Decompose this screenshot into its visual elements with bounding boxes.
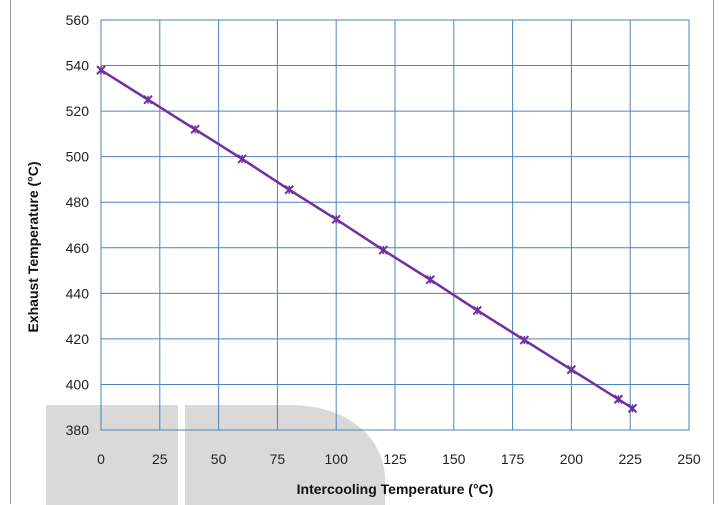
data-point-marker bbox=[425, 274, 435, 285]
data-point-marker bbox=[331, 214, 341, 225]
x-tick-label: 200 bbox=[560, 451, 584, 467]
x-tick-label: 150 bbox=[442, 451, 466, 467]
x-tick-label: 50 bbox=[211, 451, 227, 467]
x-tick-label: 125 bbox=[383, 451, 407, 467]
x-tick-label: 250 bbox=[677, 451, 701, 467]
y-tick-label: 480 bbox=[66, 194, 90, 210]
data-point-marker bbox=[566, 364, 577, 375]
data-point-marker bbox=[613, 394, 624, 404]
y-tick-label: 440 bbox=[66, 285, 90, 301]
y-axis: 380 400 420 440 460 480 500 520 540 560 bbox=[66, 12, 90, 438]
series-layer bbox=[96, 65, 638, 414]
data-point-marker bbox=[519, 335, 530, 345]
plot-area bbox=[100, 19, 690, 431]
data-point-marker bbox=[627, 403, 638, 414]
data-point-marker bbox=[378, 245, 388, 255]
y-tick-label: 380 bbox=[66, 422, 90, 438]
y-tick-label: 520 bbox=[66, 103, 90, 119]
data-point-marker bbox=[472, 305, 483, 316]
data-point-marker bbox=[284, 184, 294, 195]
data-point-marker bbox=[143, 95, 153, 105]
data-point-marker bbox=[190, 124, 200, 135]
y-tick-label: 560 bbox=[66, 12, 90, 28]
y-tick-label: 420 bbox=[66, 331, 90, 347]
watermark-shape-left bbox=[46, 405, 178, 505]
y-tick-label: 400 bbox=[66, 376, 90, 392]
x-axis: 0 25 50 75 100 125 150 175 200 225 250 bbox=[97, 451, 701, 467]
chart-frame bbox=[10, 0, 714, 504]
x-tick-label: 175 bbox=[501, 451, 525, 467]
grid bbox=[100, 19, 690, 431]
x-axis-title: Intercooling Temperature (°C) bbox=[297, 481, 494, 497]
data-point-marker bbox=[237, 154, 247, 164]
x-tick-label: 0 bbox=[97, 451, 105, 467]
x-tick-label: 100 bbox=[325, 451, 349, 467]
data-point-marker bbox=[96, 65, 106, 75]
series-line bbox=[100, 69, 634, 410]
x-tick-label: 25 bbox=[152, 451, 168, 467]
y-tick-label: 540 bbox=[66, 58, 90, 74]
x-tick-label: 75 bbox=[270, 451, 286, 467]
x-tick-label: 225 bbox=[619, 451, 643, 467]
y-tick-label: 500 bbox=[66, 149, 90, 165]
y-tick-label: 460 bbox=[66, 240, 90, 256]
y-axis-title: Exhaust Temperature (°C) bbox=[25, 161, 41, 332]
